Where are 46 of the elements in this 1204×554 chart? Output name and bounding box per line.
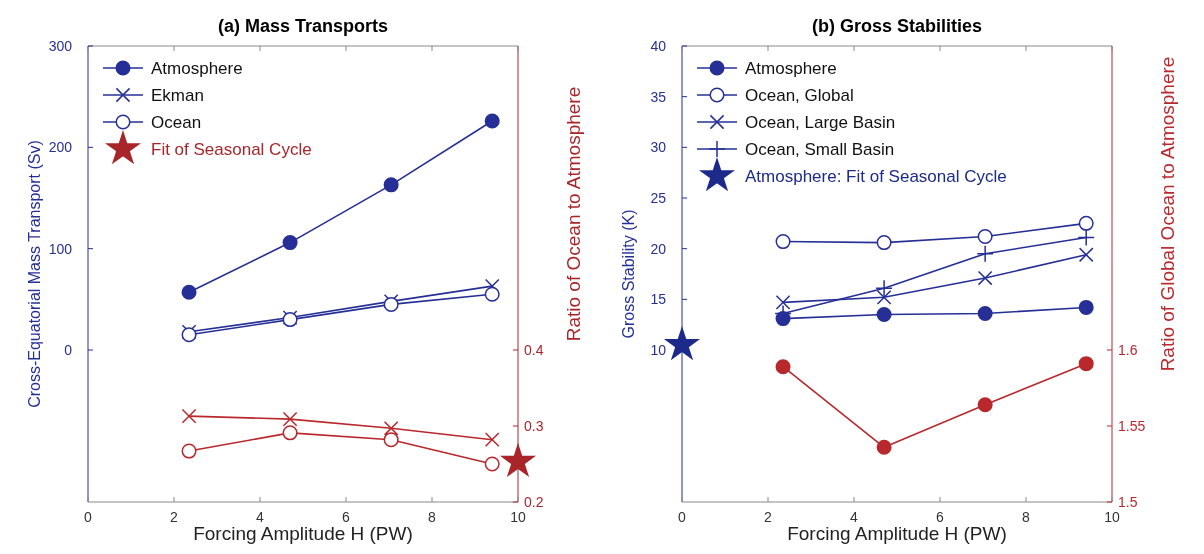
legend-label: Ocean, Large Basin — [745, 113, 896, 132]
x-axis-title: Forcing Amplitude H (PW) — [787, 523, 1007, 544]
y-tick-label: 30 — [650, 139, 667, 156]
y2-tick-label: 1.6 — [1118, 342, 1138, 358]
x-tick-label: 8 — [1022, 509, 1031, 525]
chart-title: (a) Mass Transports — [217, 16, 389, 36]
x-tick-label: 6 — [342, 509, 351, 525]
legend-label: Ocean, Small Basin — [745, 140, 895, 159]
y-tick-label: 200 — [48, 139, 73, 156]
x-tick-label: 0 — [84, 509, 93, 525]
x-tick-label: 2 — [170, 509, 179, 525]
legend-label: Atmosphere: Fit of Seasonal Cycle — [745, 167, 1007, 186]
x-tick-label: 2 — [764, 509, 773, 525]
y2-axis-title: Ratio of Ocean to Atmosphere — [563, 86, 584, 342]
y-tick-label: 10 — [650, 342, 667, 358]
x-tick-label: 10 — [510, 509, 526, 525]
x-tick-label: 4 — [850, 509, 859, 525]
legend-label: Ekman — [151, 86, 204, 105]
legend-label: Fit of Seasonal Cycle — [151, 140, 312, 159]
y2-tick-label: 0.2 — [524, 494, 544, 510]
x-tick-label: 0 — [678, 509, 687, 525]
y2-tick-label: 1.5 — [1118, 494, 1138, 510]
y2-tick-label: 0.4 — [524, 342, 544, 358]
legend-label: Ocean — [151, 113, 202, 132]
y2-tick-label: 1.55 — [1118, 418, 1146, 434]
legend-label: Atmosphere — [745, 59, 837, 78]
y-tick-label: 40 — [650, 38, 667, 54]
x-axis-title: Forcing Amplitude H (PW) — [193, 523, 413, 544]
y2-tick-label: 0.3 — [524, 418, 544, 434]
y2-axis-title: Ratio of Global Ocean to Atmosphere — [1157, 56, 1178, 372]
y-tick-label: 25 — [650, 190, 667, 206]
y-tick-label: 300 — [48, 38, 73, 54]
y-axis-title: Cross-Equatorial Mass Transport (Sv) — [26, 140, 43, 408]
chart-title: (b) Gross Stabilities — [811, 16, 983, 36]
x-tick-label: 8 — [428, 509, 437, 525]
y-axis-title: Gross Stability (K) — [620, 209, 637, 339]
y-tick-label: 20 — [650, 240, 667, 257]
y-tick-label: 100 — [48, 240, 73, 257]
y-tick-label: 35 — [650, 88, 667, 105]
y-tick-label: 15 — [650, 291, 667, 308]
x-tick-label: 10 — [1104, 509, 1120, 525]
legend-label: Ocean, Global — [745, 86, 854, 105]
x-tick-label: 4 — [256, 509, 265, 525]
x-tick-label: 6 — [936, 509, 945, 525]
legend-label: Atmosphere — [151, 59, 243, 78]
y-tick-label: 0 — [64, 342, 73, 358]
